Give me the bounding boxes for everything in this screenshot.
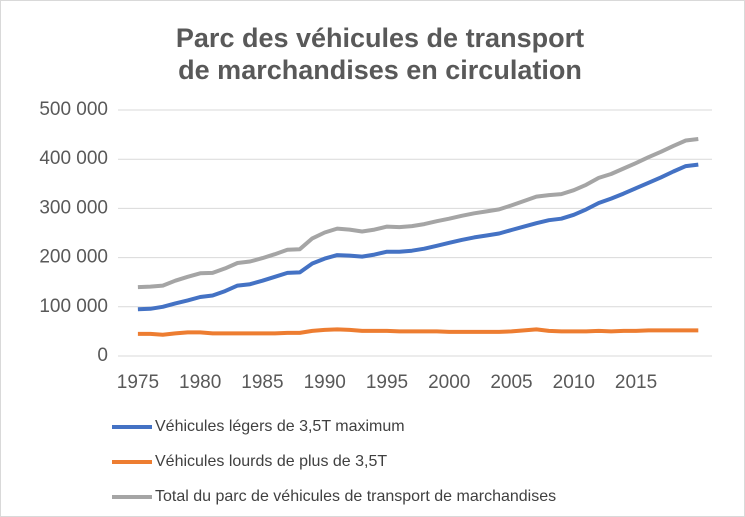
legend-label: Véhicules lourds de plus de 3,5T	[155, 453, 387, 470]
y-tick-label: 400 000	[39, 148, 108, 169]
series-line	[137, 327, 699, 337]
y-tick-label: 0	[97, 345, 108, 366]
y-tick-label: 500 000	[39, 99, 108, 120]
x-tick-label: 2000	[428, 372, 470, 393]
chart-title: Parc des véhicules de transport de marcha…	[176, 23, 584, 85]
x-tick-label: 2010	[553, 372, 595, 393]
legend-label: Total du parc de véhicules de transport …	[155, 488, 556, 505]
x-tick-label: 1985	[241, 372, 283, 393]
x-tick-label: 1975	[117, 372, 159, 393]
x-tick-label: 1990	[304, 372, 346, 393]
x-tick-label: 2005	[490, 372, 532, 393]
series-line	[137, 162, 699, 312]
x-tick-label: 2015	[615, 372, 657, 393]
y-tick-label: 300 000	[39, 197, 108, 218]
x-tick-label: 1995	[366, 372, 408, 393]
y-tick-label: 200 000	[39, 247, 108, 268]
x-tick-label: 1980	[179, 372, 221, 393]
legend-label: Véhicules légers de 3,5T maximum	[155, 418, 405, 435]
series-line	[137, 137, 699, 290]
y-tick-label: 100 000	[39, 296, 108, 317]
